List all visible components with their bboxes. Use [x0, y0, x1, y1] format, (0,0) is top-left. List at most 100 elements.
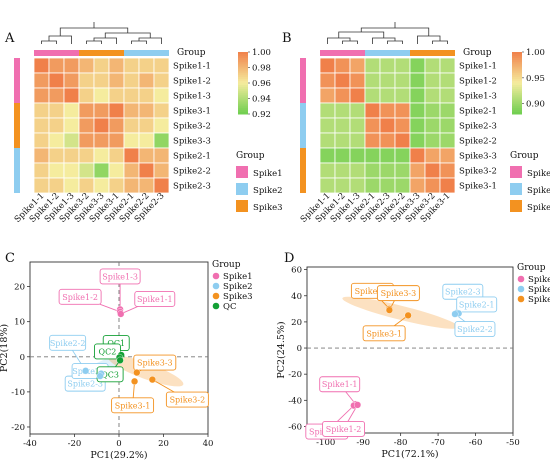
heatmap-cell: [78, 87, 95, 104]
heatmap-cell: [439, 117, 456, 134]
heatmap-cell: [48, 147, 65, 164]
heatmap-cell: [93, 57, 110, 74]
colorbar-tick-label: 0.96: [252, 79, 271, 89]
heatmap-cell: [123, 72, 140, 89]
heatmap-cell: [123, 57, 140, 74]
colorbar-segment: [512, 103, 522, 107]
colorbar-segment: [238, 52, 248, 55]
point-label-box: [133, 354, 177, 371]
colorbar-segment: [512, 87, 522, 90]
row-group-bar: [14, 133, 20, 148]
heatmap-cell: [153, 132, 170, 149]
heatmap-cell: [334, 162, 351, 179]
point-label: Spike1-1: [137, 295, 173, 304]
colorbar-segment: [238, 101, 248, 105]
column-group-bar: [49, 50, 64, 56]
heatmap-cell: [63, 57, 80, 74]
heatmap-cell: [424, 87, 441, 104]
legend-label: Spike2: [253, 186, 283, 196]
point-label: Spike2-2: [50, 339, 86, 348]
legend-title: Group: [212, 260, 241, 270]
dendrogram-branch: [342, 40, 358, 44]
heatmap-cell: [334, 72, 351, 89]
row-label: Spike1-1: [173, 62, 211, 72]
colorbar-segment: [238, 109, 248, 113]
colorbar-segment: [512, 99, 522, 103]
column-group-bar: [365, 50, 380, 56]
heatmap-cell: [424, 102, 441, 119]
legend-label: Spike2: [223, 282, 253, 292]
heatmap-cell: [364, 57, 381, 74]
point-label: Spike1-3: [102, 272, 138, 281]
row-label: Spike1-3: [173, 92, 211, 102]
x-tick-label: -90: [356, 438, 370, 448]
heatmap-cell: [364, 72, 381, 89]
colorbar-segment: [512, 64, 522, 67]
colorbar-segment: [238, 103, 248, 107]
heatmap-cell: [78, 132, 95, 149]
heatmap-cell: [138, 147, 155, 164]
column-group-bar: [124, 50, 139, 56]
panel-letter: A: [4, 31, 15, 46]
column-group-bar: [154, 50, 169, 56]
legend-marker: [517, 295, 525, 303]
heatmap-cell: [108, 162, 125, 179]
heatmap-cell: [439, 72, 456, 89]
legend-label: Spike1: [223, 272, 253, 282]
heatmap-cell: [123, 132, 140, 149]
heatmap-cell: [409, 117, 426, 134]
heatmap-cell: [319, 162, 336, 179]
pca-panel-d: D -100 -90 -80 -70 -60 -50 -60 -40 -20 0 20 40 60 PC1(…: [276, 251, 550, 460]
legend-swatch: [510, 166, 522, 178]
column-group-bar: [64, 50, 79, 56]
heatmap-cell: [394, 177, 411, 194]
colorbar-segment: [512, 101, 522, 105]
heatmap-cell: [364, 132, 381, 149]
x-tick-label: 40: [203, 439, 214, 449]
legend-label: Spike2: [528, 285, 550, 295]
point-label: Spike2-1: [459, 300, 495, 309]
row-group-bar: [300, 103, 306, 118]
x-tick-label: -20: [68, 439, 82, 449]
row-group-bar: [300, 73, 306, 88]
colorbar-segment: [512, 56, 522, 59]
heatmap-cell: [123, 162, 140, 179]
colorbar-segment: [238, 54, 248, 57]
heatmap-cell: [319, 177, 336, 194]
heatmap-panel-b: B Group Spike1-1 Spike1-2 Spike1-3 Spike2-1 Sp…: [282, 22, 550, 225]
colorbar-segment: [238, 97, 248, 101]
heatmap-cell: [33, 162, 50, 179]
point-label-box: [165, 391, 209, 408]
y-axis-label: PC2(24.5%): [276, 321, 287, 378]
heatmap-cell: [33, 147, 50, 164]
column-group-bar: [94, 50, 109, 56]
legend-label: Spike2: [527, 186, 550, 196]
row-label: Spike2-2: [459, 137, 497, 147]
heatmap-cell: [334, 87, 351, 104]
data-point: [116, 356, 124, 364]
heatmap-cell: [439, 162, 456, 179]
data-point: [385, 306, 394, 314]
heatmap-cell: [439, 132, 456, 149]
x-tick-label: -70: [431, 438, 445, 448]
point-label: Spike3-3: [381, 289, 417, 298]
dendrogram-branch: [86, 40, 102, 44]
heatmap-cell: [138, 87, 155, 104]
heatmap-cell: [394, 132, 411, 149]
dendrogram-branch: [432, 40, 448, 44]
colorbar-tick-label: 0.92: [252, 110, 271, 120]
y-tick-label: 20: [291, 318, 302, 328]
colorbar-segment: [238, 78, 248, 82]
colorbar-tick-label: 0.98: [252, 64, 271, 74]
colorbar-segment: [238, 74, 248, 78]
point-label: Spike2-2: [457, 325, 493, 334]
point-label: QC2: [99, 347, 117, 356]
heatmap-cell: [379, 177, 396, 194]
colorbar-segment: [238, 107, 248, 111]
legend-label: QC: [223, 302, 236, 312]
y-tick-label: 0: [20, 353, 25, 363]
y-tick-label: 10: [14, 318, 25, 328]
legend-label: Spike3: [528, 295, 550, 305]
legend-label: Spike1: [527, 169, 550, 179]
